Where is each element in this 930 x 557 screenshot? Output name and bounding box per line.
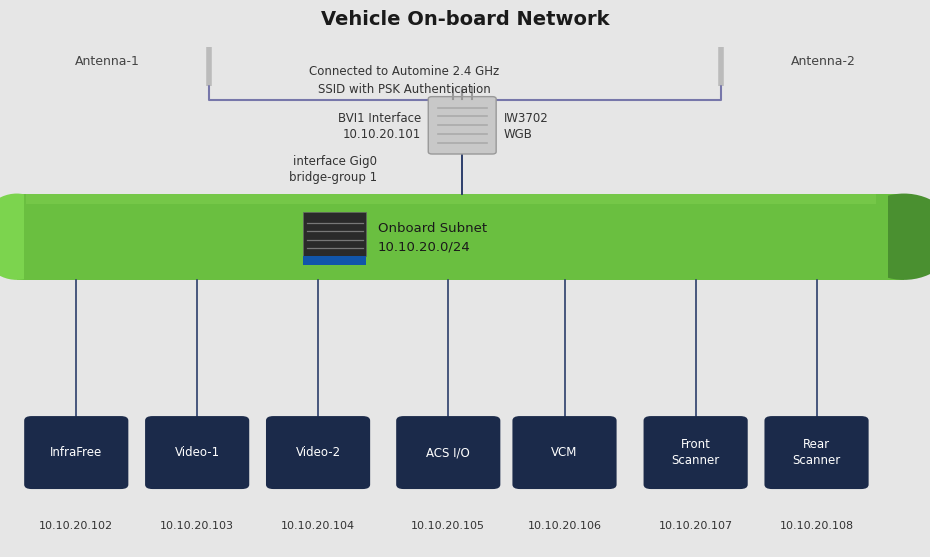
FancyBboxPatch shape [644, 416, 748, 489]
Text: 10.10.20.104: 10.10.20.104 [281, 521, 355, 531]
FancyBboxPatch shape [266, 416, 370, 489]
Text: BVI1 Interface: BVI1 Interface [338, 112, 420, 125]
FancyBboxPatch shape [26, 194, 876, 204]
Text: 10.10.20.102: 10.10.20.102 [39, 521, 113, 531]
Text: Connected to Automine 2.4 GHz: Connected to Automine 2.4 GHz [310, 65, 499, 78]
FancyBboxPatch shape [396, 416, 500, 489]
Text: 10.10.20.103: 10.10.20.103 [160, 521, 234, 531]
Text: Rear
Scanner: Rear Scanner [792, 438, 841, 467]
Text: Video-2: Video-2 [296, 446, 340, 459]
Text: bridge-group 1: bridge-group 1 [288, 170, 377, 184]
Text: 10.10.20.105: 10.10.20.105 [411, 521, 485, 531]
FancyBboxPatch shape [303, 256, 366, 265]
Text: 10.10.20.106: 10.10.20.106 [527, 521, 602, 531]
Text: Onboard Subnet: Onboard Subnet [378, 222, 486, 235]
FancyBboxPatch shape [303, 212, 366, 256]
Text: Front
Scanner: Front Scanner [671, 438, 720, 467]
Text: interface Gig0: interface Gig0 [293, 155, 377, 168]
Text: IW3702: IW3702 [503, 112, 549, 125]
FancyBboxPatch shape [764, 416, 869, 489]
Ellipse shape [852, 194, 930, 280]
Text: InfraFree: InfraFree [50, 446, 102, 459]
FancyBboxPatch shape [145, 416, 249, 489]
FancyBboxPatch shape [17, 194, 904, 280]
FancyBboxPatch shape [24, 416, 128, 489]
Text: VCM: VCM [551, 446, 578, 459]
Text: 10.10.20.107: 10.10.20.107 [658, 521, 733, 531]
Text: Antenna-2: Antenna-2 [790, 55, 856, 68]
Text: 10.10.20.101: 10.10.20.101 [342, 128, 420, 141]
Text: ACS I/O: ACS I/O [426, 446, 471, 459]
Ellipse shape [0, 194, 57, 280]
Text: 10.10.20.0/24: 10.10.20.0/24 [378, 240, 471, 253]
Text: SSID with PSK Authentication: SSID with PSK Authentication [318, 82, 491, 96]
FancyBboxPatch shape [24, 194, 888, 280]
Text: 10.10.20.108: 10.10.20.108 [779, 521, 854, 531]
Text: Video-1: Video-1 [175, 446, 219, 459]
Text: Vehicle On-board Network: Vehicle On-board Network [321, 10, 609, 29]
FancyBboxPatch shape [512, 416, 617, 489]
Text: WGB: WGB [503, 128, 533, 141]
FancyBboxPatch shape [428, 97, 497, 154]
Text: Antenna-1: Antenna-1 [74, 55, 140, 68]
